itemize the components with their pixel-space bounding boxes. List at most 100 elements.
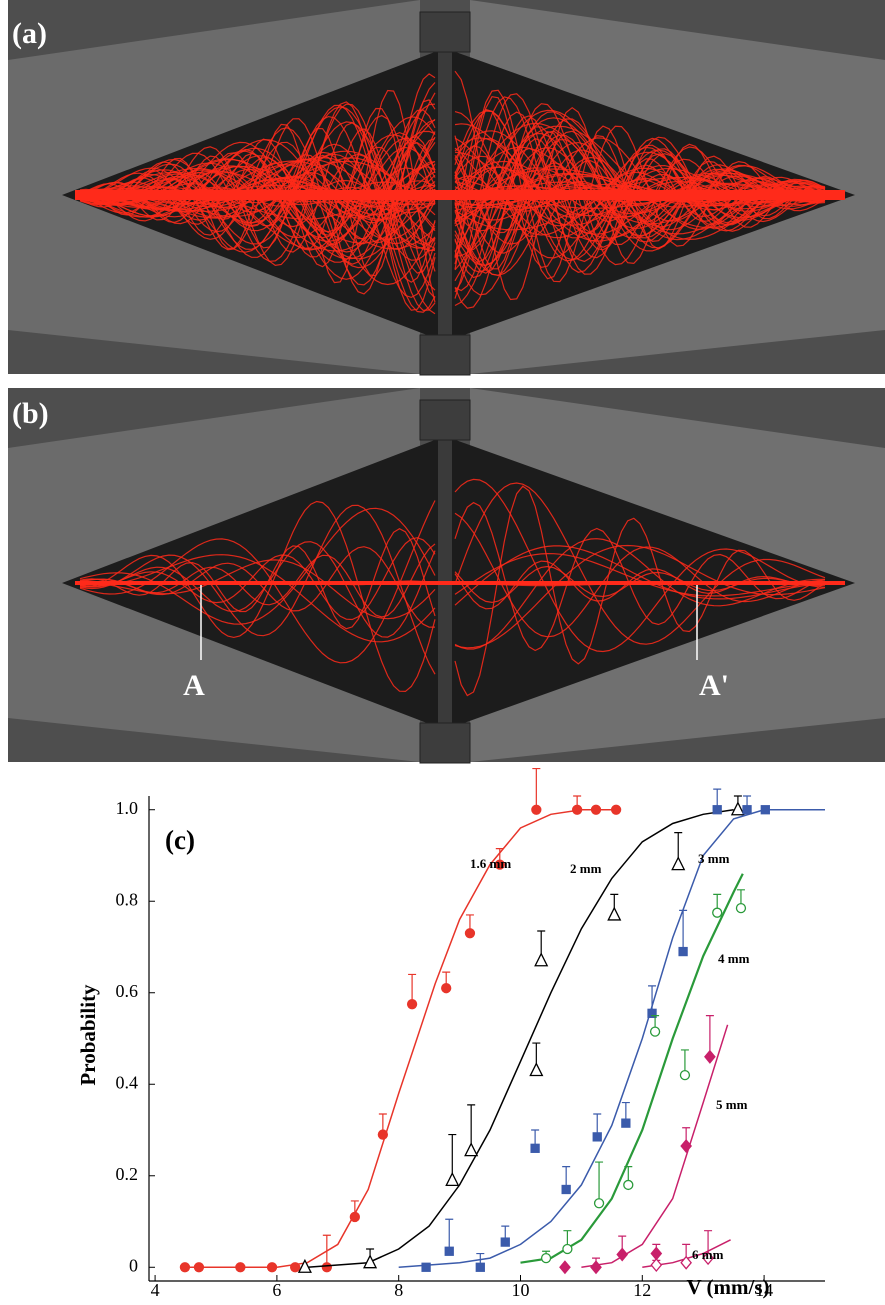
data-point xyxy=(616,1247,629,1262)
trajectory xyxy=(454,168,826,207)
data-point xyxy=(679,1069,691,1081)
y-tick-label: 0.8 xyxy=(116,889,139,909)
trajectory xyxy=(79,543,436,618)
fit-curve xyxy=(581,1024,729,1269)
data-point xyxy=(562,1243,573,1255)
trajectory xyxy=(79,541,436,638)
trajectory xyxy=(454,118,826,296)
trajectory xyxy=(79,82,436,286)
data-point xyxy=(760,805,770,815)
data-point xyxy=(559,1260,571,1275)
trajectory xyxy=(454,478,826,653)
data-point xyxy=(649,1026,661,1037)
data-point xyxy=(179,1262,191,1273)
data-point xyxy=(712,907,723,918)
data-point xyxy=(531,804,542,815)
data-point xyxy=(529,1062,544,1077)
data-point xyxy=(406,999,418,1010)
trajectory xyxy=(79,107,436,299)
trajectory xyxy=(454,482,826,645)
divider-cap xyxy=(419,399,471,441)
chart: (c) V (mm/s) Probability 0 0.2 0.4 0.6 0.8 1.… xyxy=(76,767,825,1300)
data-point xyxy=(445,1171,460,1186)
data-point xyxy=(610,804,622,815)
data-point xyxy=(321,1262,332,1273)
x-tick-label: 12 xyxy=(633,1280,651,1300)
data-point xyxy=(712,805,722,815)
error-bar xyxy=(595,1161,604,1204)
trajectory xyxy=(79,528,436,630)
marker-label: A' xyxy=(699,669,729,702)
y-tick-label: 0.4 xyxy=(116,1072,139,1092)
data-point xyxy=(464,1142,479,1157)
divider-cap xyxy=(419,334,471,376)
data-point xyxy=(623,1179,634,1191)
data-point xyxy=(702,1251,714,1266)
x-axis-title: V (mm/s) xyxy=(686,1275,769,1299)
data-point xyxy=(590,1260,602,1275)
error-bar xyxy=(532,767,541,810)
data-point xyxy=(441,983,452,994)
data-point xyxy=(494,859,505,870)
chart-label: (c) xyxy=(165,825,195,855)
data-point xyxy=(650,1257,663,1273)
trajectory xyxy=(454,545,826,606)
data-point xyxy=(421,1262,431,1272)
trajectory xyxy=(79,537,436,621)
data-point xyxy=(592,1132,602,1142)
data-point xyxy=(730,801,745,816)
trajectory xyxy=(454,141,826,266)
data-point xyxy=(377,1129,389,1140)
data-point xyxy=(530,1143,540,1153)
trajectory xyxy=(79,157,436,228)
trajectory xyxy=(79,156,436,242)
trajectory xyxy=(79,73,436,295)
trajectory xyxy=(454,147,826,251)
series-label: 4 mm xyxy=(718,951,750,966)
trajectory xyxy=(454,512,826,638)
photo-panel xyxy=(8,388,885,764)
trajectory xyxy=(454,138,826,263)
fit-curve xyxy=(398,808,825,1269)
trajectory xyxy=(79,142,436,240)
data-point xyxy=(571,804,583,815)
data-point xyxy=(475,1262,485,1272)
trajectory xyxy=(454,149,826,254)
data-point xyxy=(444,1246,454,1256)
trajectory xyxy=(454,110,826,262)
trajectory xyxy=(79,136,436,260)
trajectory xyxy=(454,137,826,239)
y-tick-label: 0.2 xyxy=(116,1164,139,1184)
data-point xyxy=(678,946,688,957)
series-label: 2 mm xyxy=(570,861,602,876)
x-tick-label: 14 xyxy=(755,1280,773,1300)
data-point xyxy=(742,805,752,815)
data-point xyxy=(607,906,622,921)
data-point xyxy=(735,902,747,914)
fit-curve xyxy=(520,873,744,1264)
y-tick-label: 1.0 xyxy=(116,798,139,818)
data-point xyxy=(235,1262,246,1273)
data-point xyxy=(590,804,602,815)
error-bar xyxy=(679,909,688,952)
trajectory xyxy=(79,103,436,263)
divider-cap xyxy=(419,722,471,764)
series-label: 3 mm xyxy=(698,851,730,866)
series-label: 1.6 mm xyxy=(470,856,511,871)
marker-label: A xyxy=(183,669,205,702)
error-bar xyxy=(445,1218,454,1252)
error-bar xyxy=(322,1234,331,1268)
x-tick-label: 4 xyxy=(151,1280,160,1300)
trajectory xyxy=(79,559,436,620)
trajectory xyxy=(454,565,826,604)
data-point xyxy=(349,1211,360,1223)
trajectory xyxy=(454,111,826,259)
data-point xyxy=(464,928,476,939)
trajectory xyxy=(79,103,436,312)
data-point xyxy=(500,1237,510,1247)
divider xyxy=(438,418,452,738)
data-point xyxy=(680,1139,692,1154)
trajectory xyxy=(80,500,436,693)
data-point xyxy=(290,1262,301,1273)
